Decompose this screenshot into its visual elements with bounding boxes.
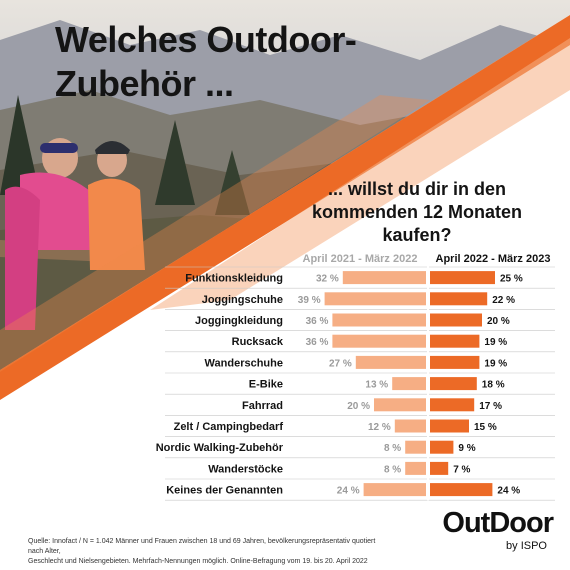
bar-current-period (430, 461, 449, 475)
category-label: Wanderstöcke (208, 463, 283, 475)
value-label-previous: 20 % (347, 401, 370, 412)
value-label-previous: 27 % (329, 358, 352, 369)
value-label-previous: 36 % (306, 316, 329, 327)
bar-previous-period (392, 377, 426, 391)
value-label-current: 18 % (482, 380, 505, 391)
category-label: Fahrrad (242, 400, 283, 412)
subtitle-line-1: ... willst du dir in den (327, 179, 506, 199)
value-label-current: 17 % (479, 401, 502, 412)
bar-current-period (430, 440, 454, 454)
bar-current-period (430, 398, 475, 412)
value-label-previous: 36 % (306, 337, 329, 348)
bar-current-period (430, 355, 480, 369)
outdoor-logo: OutDoor by ISPO (421, 505, 554, 555)
value-label-previous: 12 % (368, 422, 391, 433)
bar-current-period (430, 483, 493, 497)
logo-wordmark: OutDoor (442, 507, 554, 539)
value-label-current: 20 % (487, 316, 510, 327)
bar-previous-period (363, 483, 426, 497)
value-label-current: 22 % (492, 295, 515, 306)
category-label: Joggingschuhe (202, 294, 283, 306)
source-line-1: Quelle: Innofact / N = 1.042 Männer und … (28, 538, 376, 555)
legend-previous-period: April 2021 - März 2022 (302, 253, 418, 265)
value-label-previous: 32 % (316, 274, 339, 285)
value-label-previous: 13 % (365, 380, 388, 391)
bar-previous-period (332, 313, 426, 327)
category-label: Rucksack (232, 336, 284, 348)
value-label-previous: 24 % (337, 486, 360, 497)
value-label-previous: 8 % (384, 443, 401, 454)
bar-previous-period (374, 398, 426, 412)
source-note: Quelle: Innofact / N = 1.042 Männer und … (28, 537, 388, 567)
category-label: Zelt / Campingbedarf (174, 421, 284, 433)
value-label-current: 7 % (453, 464, 470, 475)
title-line-1: Welches Outdoor- (55, 19, 357, 60)
value-label-current: 19 % (484, 337, 507, 348)
bar-current-period (430, 271, 495, 285)
value-label-current: 15 % (474, 422, 497, 433)
value-label-current: 9 % (458, 443, 475, 454)
subtitle-line-3: kaufen? (382, 225, 452, 245)
bar-previous-period (342, 271, 426, 285)
bar-previous-period (405, 440, 426, 454)
value-label-current: 24 % (497, 486, 520, 497)
bar-previous-period (405, 461, 426, 475)
bar-current-period (430, 419, 469, 433)
logo-byline: by ISPO (506, 540, 547, 552)
category-label: Joggingkleidung (195, 315, 283, 327)
value-label-previous: 8 % (384, 464, 401, 475)
bar-current-period (430, 334, 480, 348)
bar-current-period (430, 313, 482, 327)
category-label: Nordic Walking-Zubehör (156, 442, 284, 454)
bar-previous-period (332, 334, 426, 348)
value-label-previous: 39 % (298, 295, 321, 306)
title-line-2: Zubehör ... (55, 63, 234, 104)
value-label-current: 25 % (500, 274, 523, 285)
legend-current-period: April 2022 - März 2023 (435, 253, 551, 265)
subtitle-line-2: kommenden 12 Monaten (311, 202, 523, 222)
bar-previous-period (355, 355, 426, 369)
bar-previous-period (324, 292, 426, 306)
category-label: E-Bike (249, 379, 283, 391)
category-label: Keines der Genannten (166, 485, 283, 497)
bar-current-period (430, 292, 488, 306)
category-label: Wanderschuhe (205, 357, 283, 369)
value-label-current: 19 % (484, 358, 507, 369)
bar-current-period (430, 377, 477, 391)
bar-previous-period (394, 419, 426, 433)
category-label: Funktionskleidung (185, 273, 283, 285)
source-line-2: Geschlecht und Nielsengebieten. Mehrfach… (28, 558, 368, 565)
